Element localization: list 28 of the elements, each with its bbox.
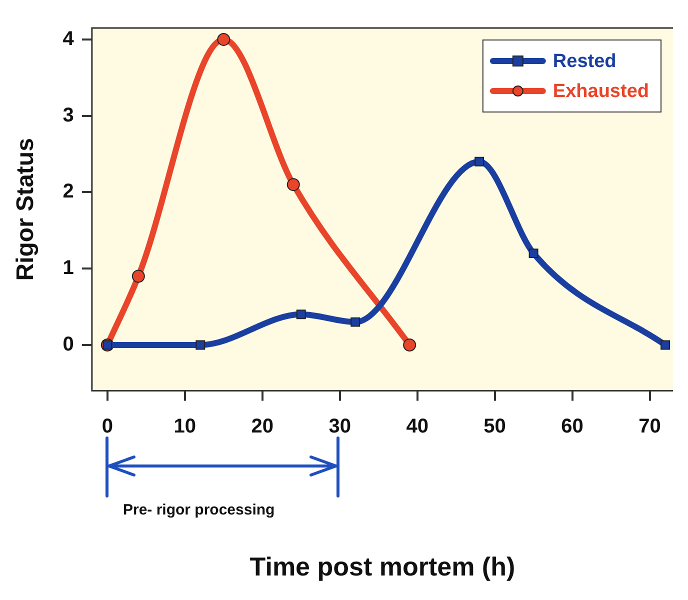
- x-tick-label: 40: [406, 415, 428, 438]
- x-axis-title: Time post mortem (h): [250, 552, 516, 582]
- point: [474, 156, 484, 166]
- text: Pre- rigor processing: [123, 501, 275, 518]
- point: [403, 338, 416, 352]
- point: [350, 317, 360, 327]
- point: [296, 310, 306, 320]
- point: [217, 32, 230, 46]
- y-tick-label: 2: [62, 180, 74, 203]
- y-axis-title: Rigor Status: [12, 138, 40, 281]
- y-tick-label: 3: [62, 104, 74, 126]
- x-tick-label: 0: [102, 415, 113, 438]
- x-tick-label: 60: [561, 415, 584, 438]
- y-tick-label: 0: [62, 333, 74, 356]
- point: [660, 340, 670, 350]
- y-tick-label: 4: [62, 28, 75, 50]
- legend-label: Rested: [552, 51, 616, 72]
- x-tick-label: 50: [484, 415, 506, 438]
- point: [132, 270, 145, 283]
- point: [196, 340, 206, 350]
- legend-label: Exhausted: [552, 81, 650, 102]
- x-tick-label: 30: [328, 415, 351, 438]
- x-tick-label: 70: [638, 415, 661, 438]
- point: [528, 248, 538, 258]
- y-tick-label: 1: [62, 257, 74, 280]
- x-tick-label: 20: [251, 415, 274, 438]
- point: [286, 178, 300, 192]
- x-tick-label: 10: [174, 415, 196, 438]
